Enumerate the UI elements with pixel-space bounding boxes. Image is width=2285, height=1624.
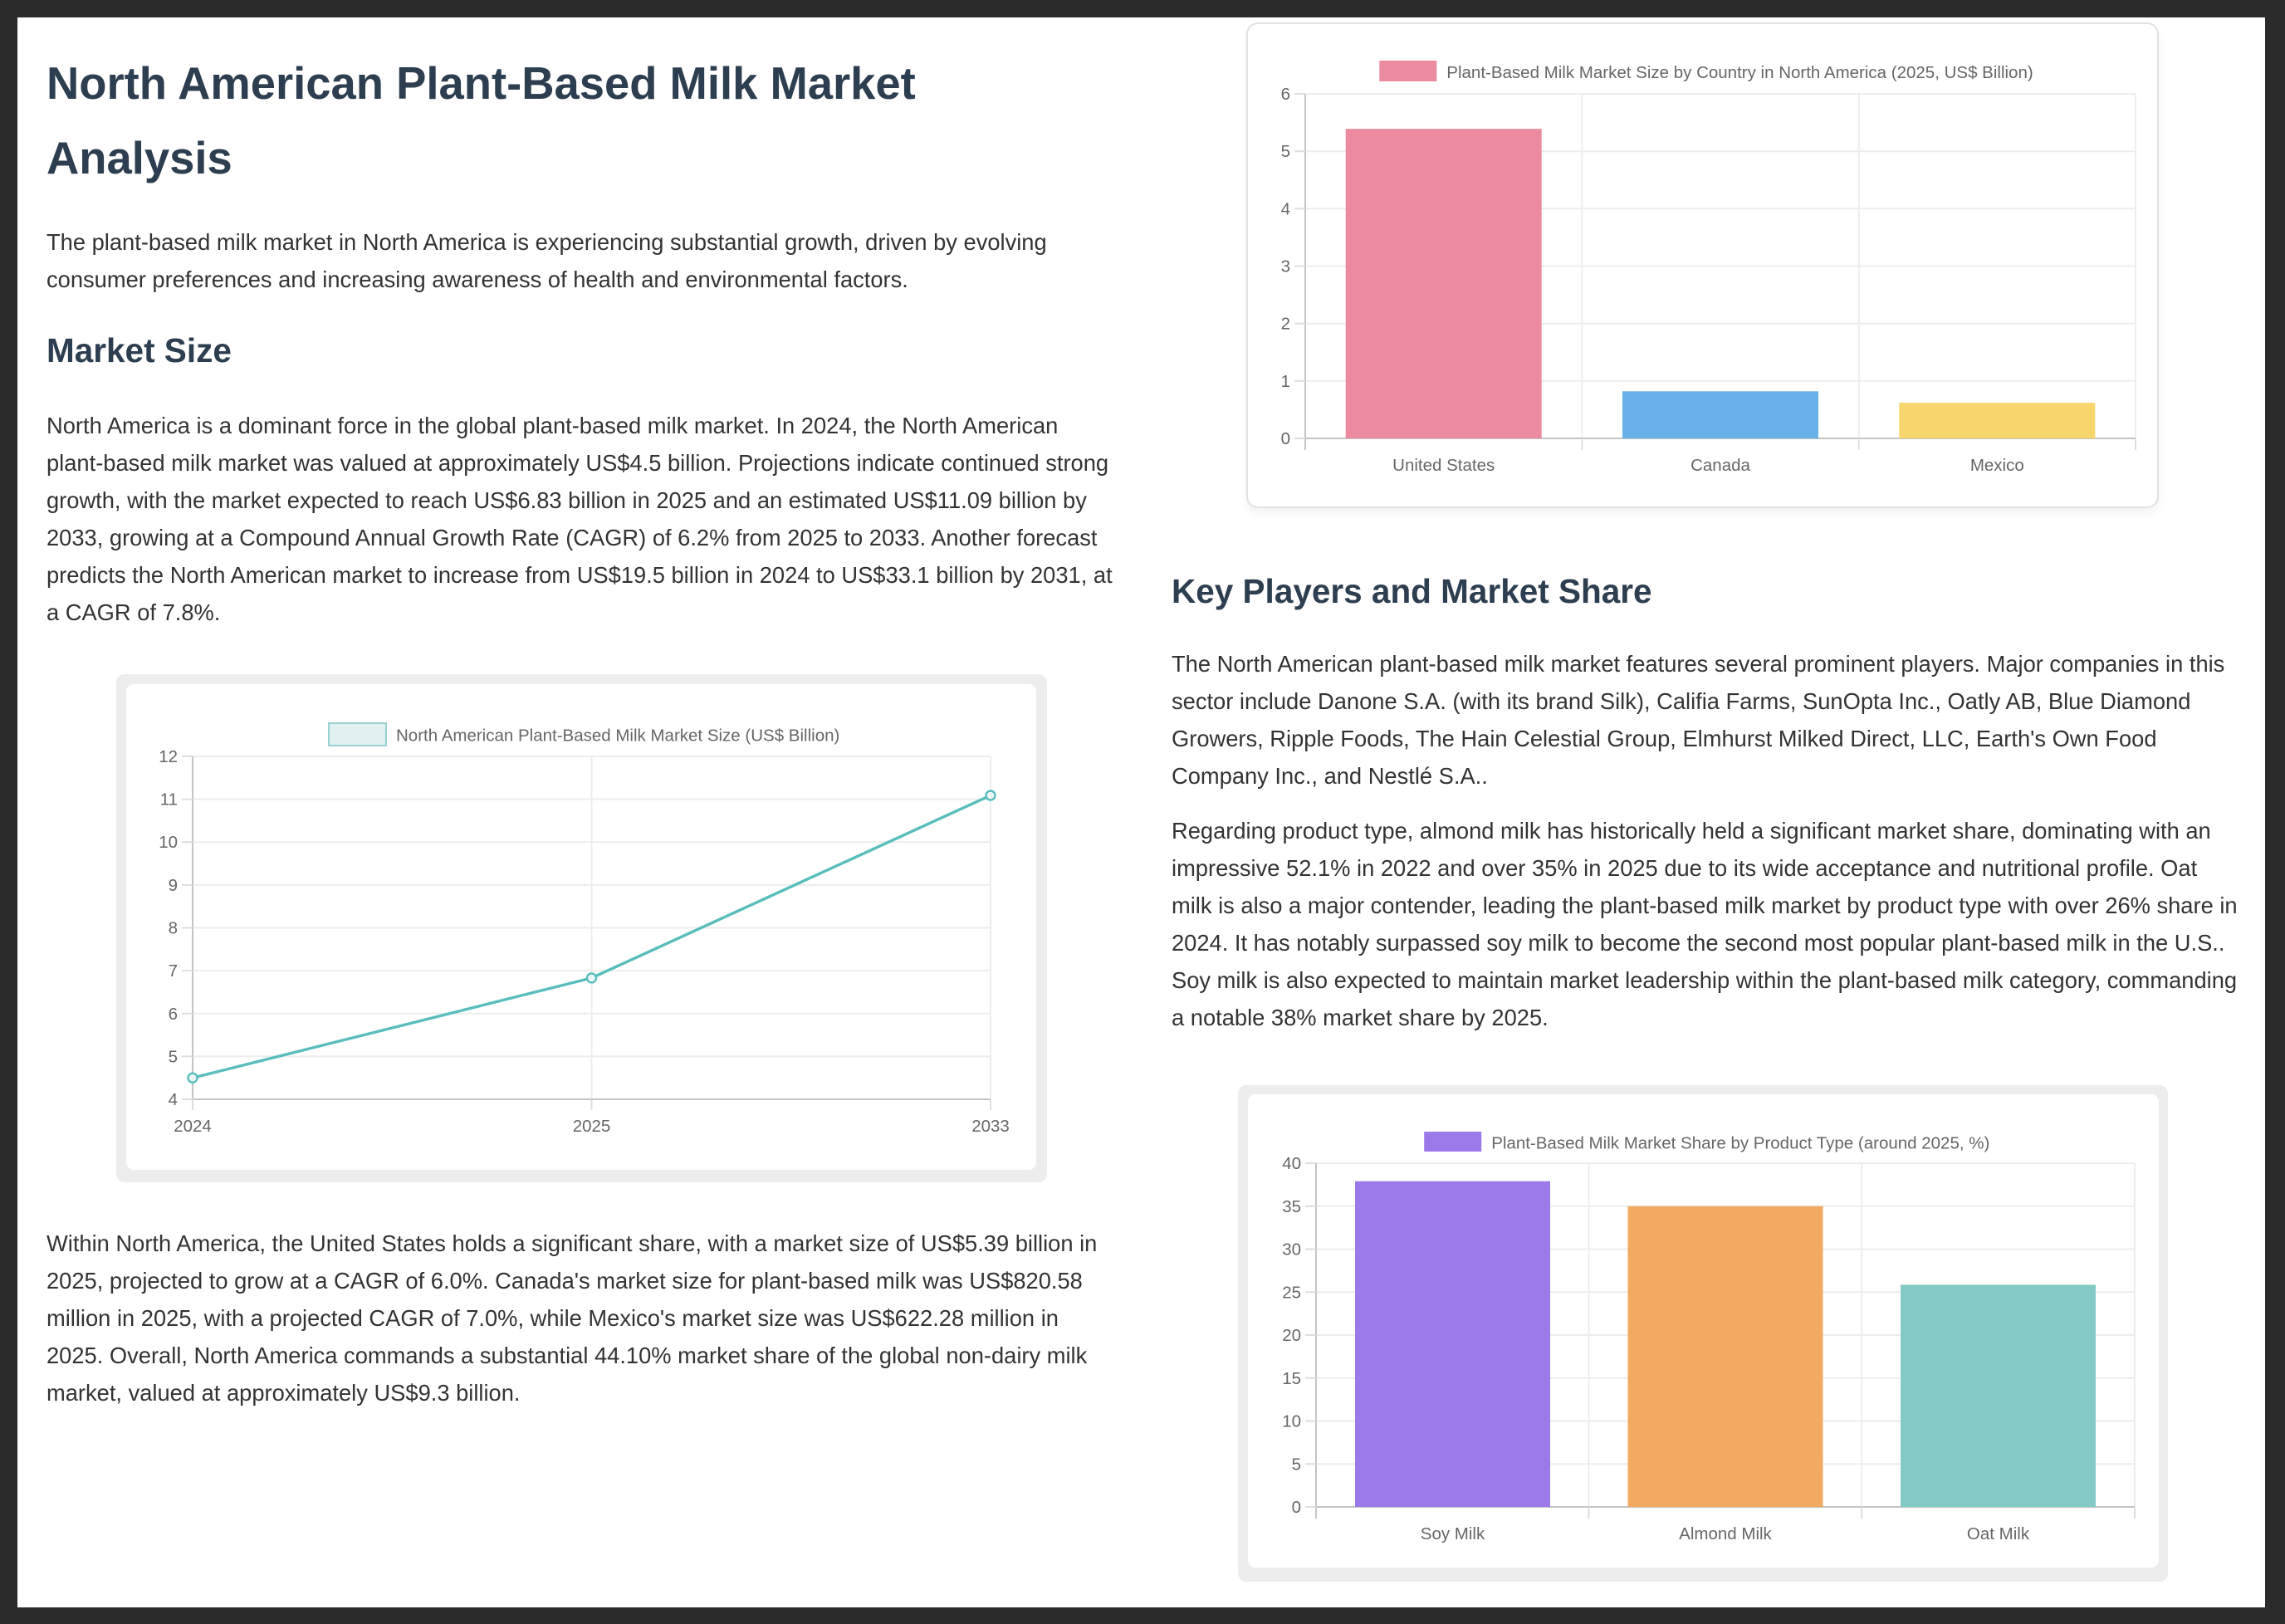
- svg-text:0: 0: [1292, 1498, 1301, 1517]
- svg-text:2: 2: [1281, 315, 1290, 334]
- svg-text:3: 3: [1281, 257, 1290, 276]
- svg-text:10: 10: [1282, 1412, 1301, 1431]
- svg-text:6: 6: [1281, 85, 1290, 104]
- svg-text:12: 12: [159, 747, 178, 766]
- svg-text:2025: 2025: [573, 1117, 611, 1136]
- svg-text:40: 40: [1282, 1154, 1301, 1173]
- svg-text:5: 5: [1292, 1455, 1301, 1474]
- svg-text:35: 35: [1282, 1197, 1301, 1216]
- svg-text:1: 1: [1281, 372, 1290, 391]
- svg-text:5: 5: [169, 1047, 178, 1066]
- svg-text:6: 6: [169, 1005, 178, 1024]
- svg-text:4: 4: [169, 1090, 178, 1109]
- svg-text:Soy Milk: Soy Milk: [1421, 1524, 1485, 1543]
- svg-text:Plant-Based Milk Market Share: Plant-Based Milk Market Share by Product…: [1491, 1134, 1989, 1153]
- svg-text:Canada: Canada: [1691, 456, 1750, 475]
- svg-text:10: 10: [159, 833, 178, 852]
- svg-text:2024: 2024: [174, 1117, 212, 1136]
- svg-text:Mexico: Mexico: [1970, 456, 2024, 475]
- svg-text:8: 8: [169, 919, 178, 938]
- svg-text:20: 20: [1282, 1326, 1301, 1345]
- svg-text:9: 9: [169, 876, 178, 895]
- svg-text:Almond Milk: Almond Milk: [1679, 1524, 1772, 1543]
- svg-text:0: 0: [1281, 429, 1290, 448]
- svg-text:5: 5: [1281, 142, 1290, 161]
- svg-text:North American Plant-Based Mil: North American Plant-Based Milk Market S…: [396, 726, 839, 746]
- svg-text:30: 30: [1282, 1240, 1301, 1260]
- svg-text:25: 25: [1282, 1283, 1301, 1302]
- svg-text:7: 7: [169, 961, 178, 981]
- svg-text:Plant-Based Milk Market Size b: Plant-Based Milk Market Size by Country …: [1446, 63, 2033, 82]
- svg-text:Oat Milk: Oat Milk: [1967, 1524, 2030, 1543]
- svg-text:United States: United States: [1392, 456, 1495, 475]
- svg-text:11: 11: [160, 790, 178, 810]
- svg-text:15: 15: [1282, 1369, 1301, 1388]
- svg-text:4: 4: [1281, 199, 1290, 218]
- svg-text:2033: 2033: [971, 1117, 1010, 1136]
